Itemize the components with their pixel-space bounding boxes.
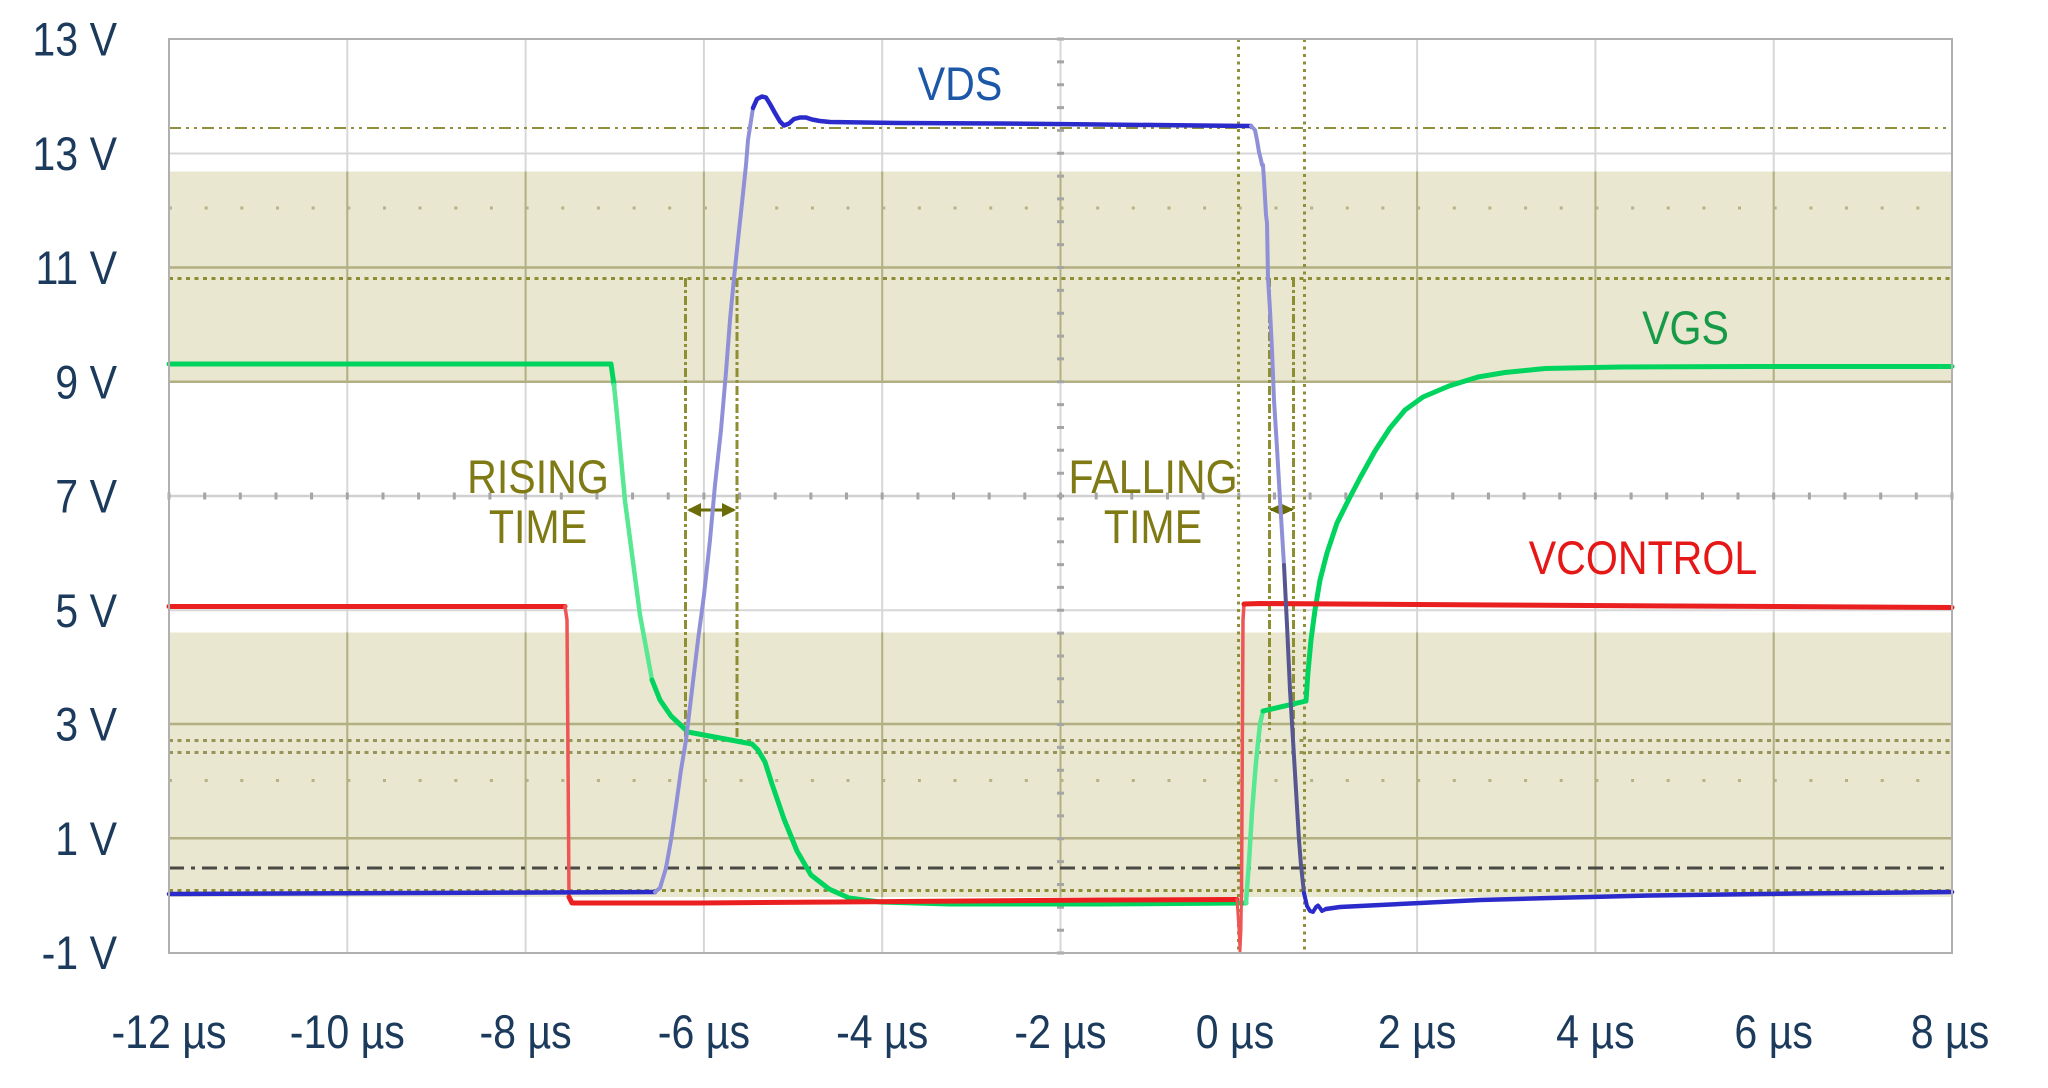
svg-text:6 µs: 6 µs bbox=[1734, 1006, 1813, 1058]
svg-text:4 µs: 4 µs bbox=[1556, 1006, 1635, 1058]
svg-text:13 V: 13 V bbox=[32, 14, 117, 66]
svg-text:TIME: TIME bbox=[489, 501, 587, 553]
svg-text:-2 µs: -2 µs bbox=[1014, 1006, 1106, 1058]
svg-text:RISING: RISING bbox=[467, 451, 609, 503]
svg-text:FALLING: FALLING bbox=[1068, 451, 1237, 503]
svg-text:-10 µs: -10 µs bbox=[290, 1006, 405, 1058]
svg-text:VGS: VGS bbox=[1642, 302, 1729, 354]
svg-text:-8 µs: -8 µs bbox=[479, 1006, 571, 1058]
svg-text:-12 µs: -12 µs bbox=[111, 1006, 226, 1058]
svg-text:2 µs: 2 µs bbox=[1378, 1006, 1457, 1058]
svg-text:11 V: 11 V bbox=[35, 242, 117, 294]
svg-text:9 V: 9 V bbox=[55, 357, 117, 409]
svg-text:0 µs: 0 µs bbox=[1196, 1006, 1275, 1058]
svg-text:3 V: 3 V bbox=[55, 699, 117, 751]
svg-text:13 V: 13 V bbox=[32, 128, 117, 180]
svg-text:8 µs: 8 µs bbox=[1911, 1006, 1990, 1058]
svg-text:VDS: VDS bbox=[918, 58, 1003, 110]
svg-text:5 V: 5 V bbox=[55, 585, 117, 637]
svg-text:TIME: TIME bbox=[1104, 501, 1202, 553]
svg-text:-4 µs: -4 µs bbox=[836, 1006, 928, 1058]
svg-text:7 V: 7 V bbox=[55, 471, 117, 523]
svg-text:-1 V: -1 V bbox=[42, 927, 118, 979]
svg-text:VCONTROL: VCONTROL bbox=[1529, 532, 1757, 584]
svg-text:1 V: 1 V bbox=[55, 813, 117, 865]
svg-text:-6 µs: -6 µs bbox=[658, 1006, 750, 1058]
